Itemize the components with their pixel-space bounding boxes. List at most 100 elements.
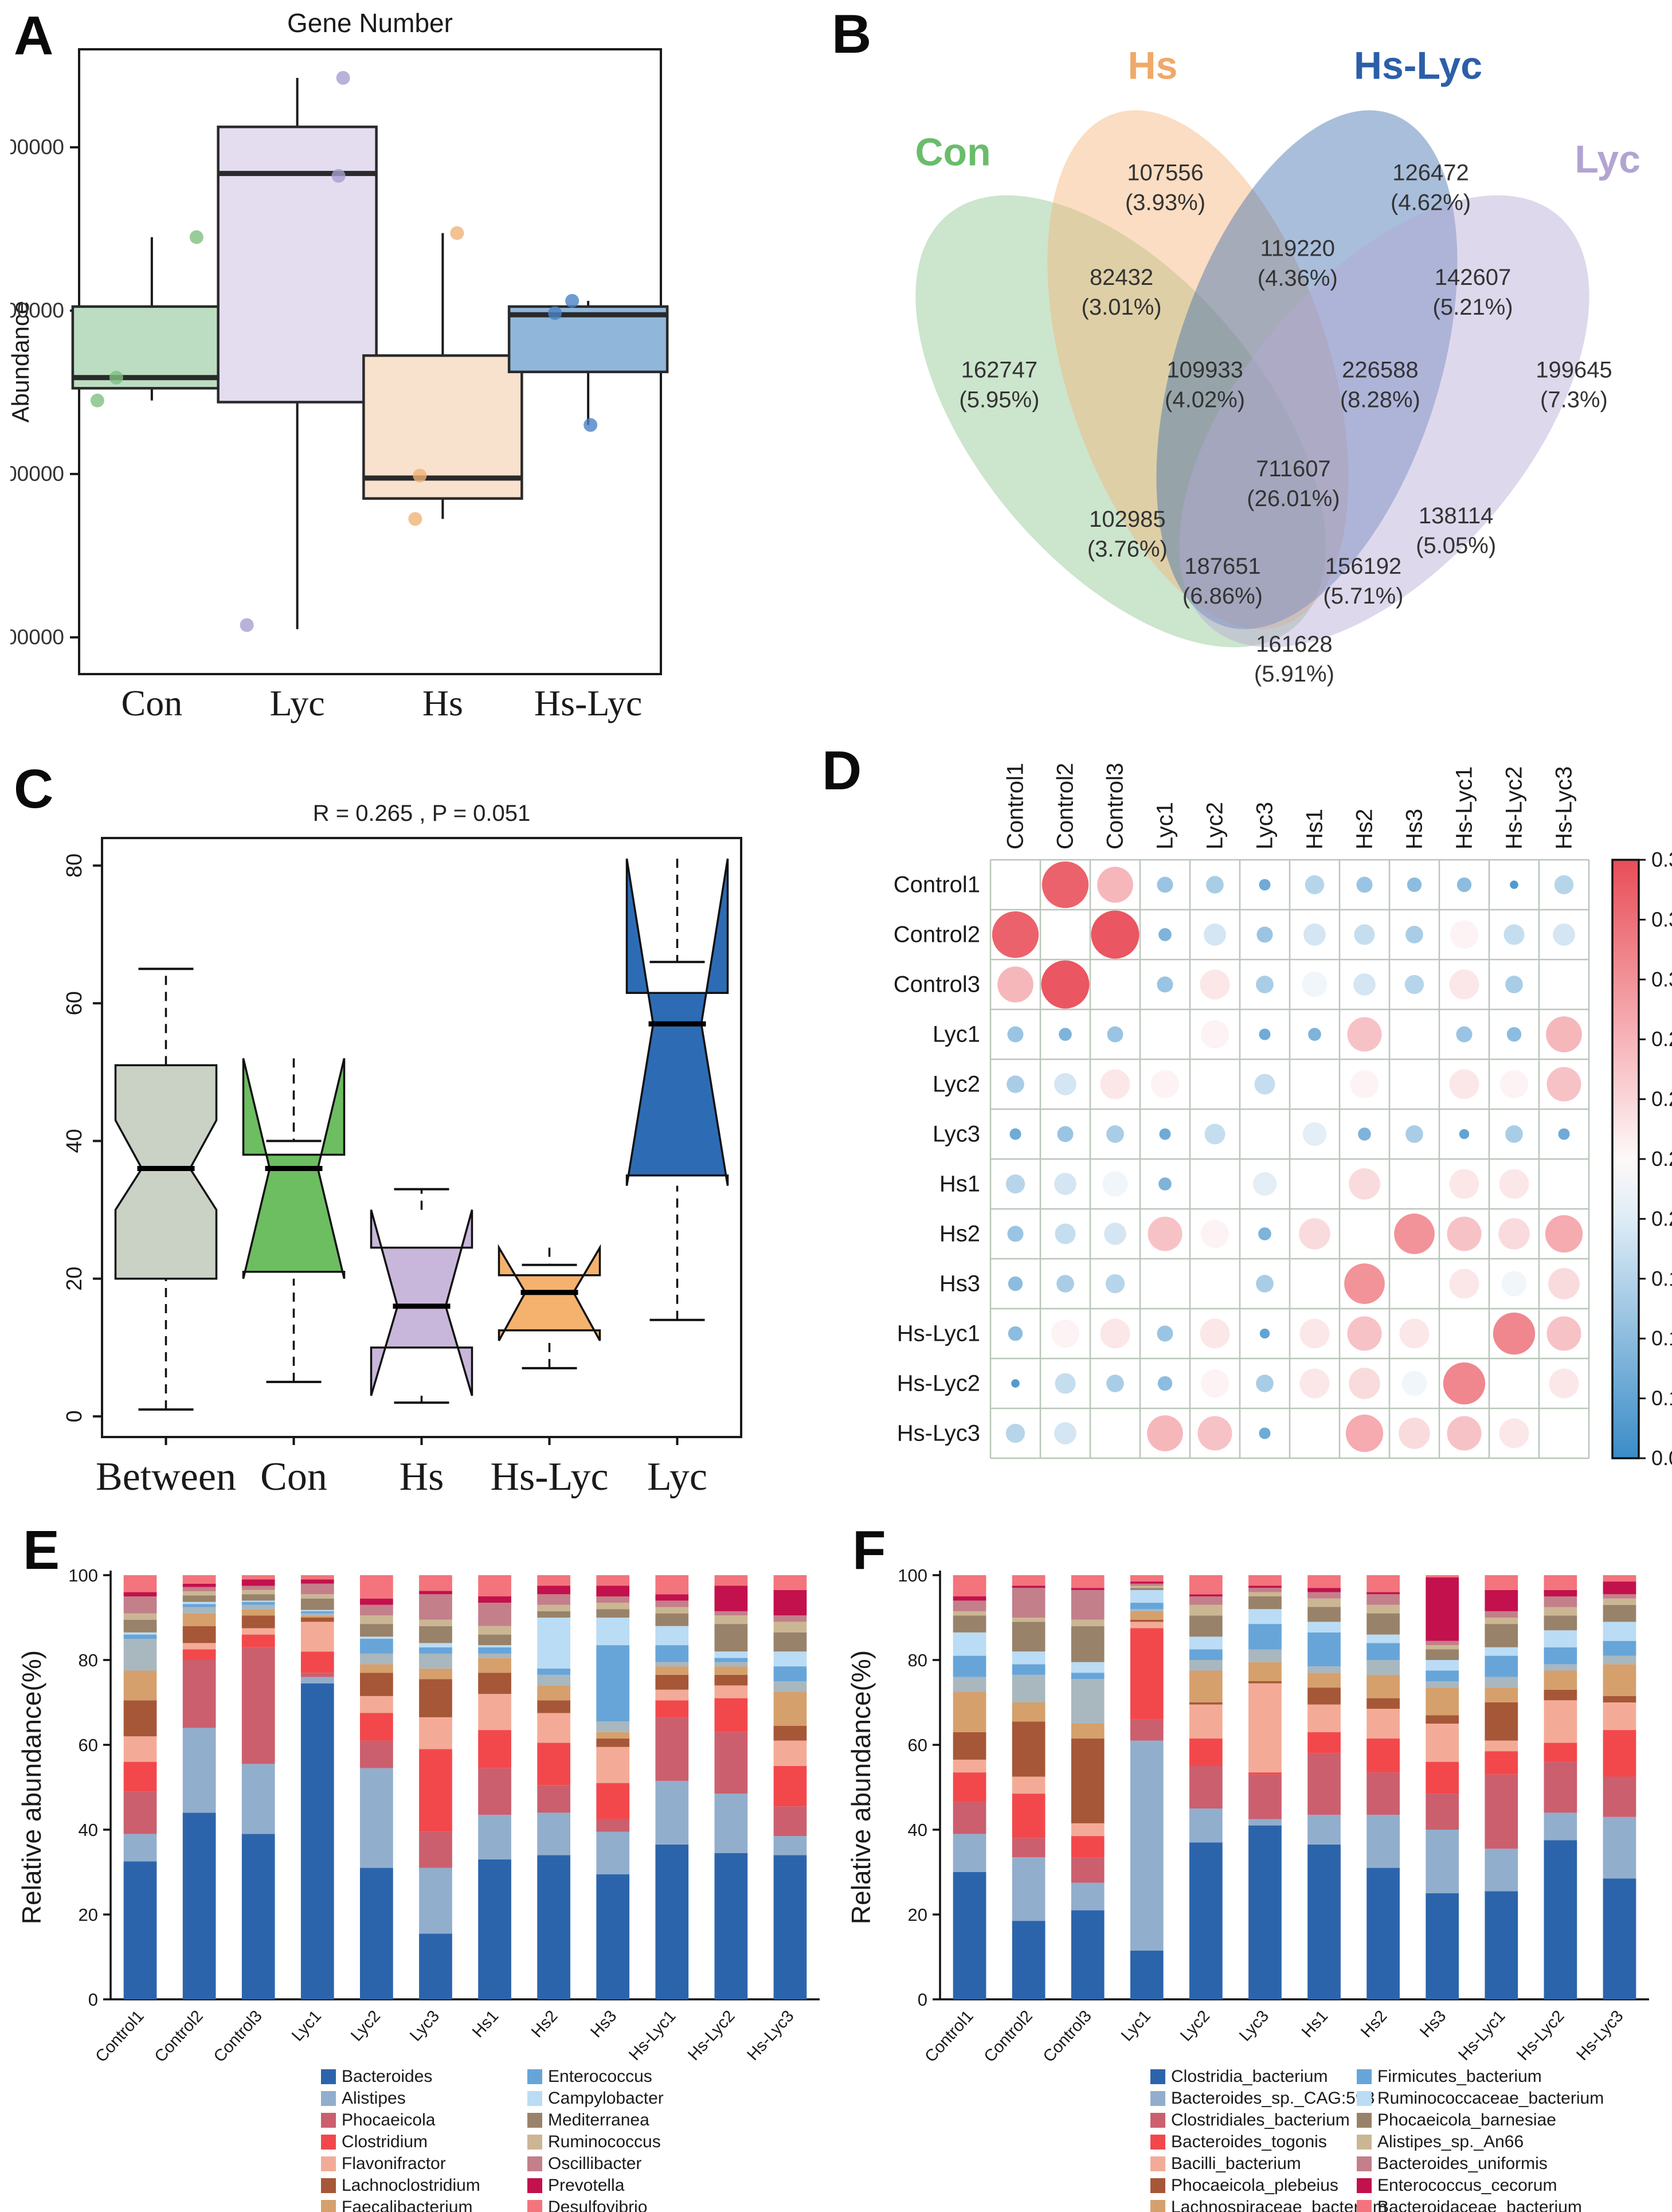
bar-segment-Pseudoflavonifractor <box>714 1662 748 1667</box>
region-percent: (7.3%) <box>1540 387 1608 412</box>
bar-segment-Bacteroidaceae_bacterium <box>1485 1575 1518 1590</box>
bar-segment-Bacteroides_uniformis <box>1071 1589 1105 1620</box>
y-tick-label: 800000 <box>10 462 64 486</box>
col-label: Hs-Lyc3 <box>1552 766 1577 849</box>
venn-ellipse-Lyc <box>1179 195 1589 648</box>
legend-swatch <box>1150 2113 1165 2128</box>
bar-segment-Bacteroides_sp._CAG:598 <box>1485 1849 1518 1892</box>
bar-segment-Prevotella <box>182 1583 216 1587</box>
bar-segment-Bacteroides_sp._CAG:598 <box>1012 1857 1046 1921</box>
corr-bubble <box>1054 1422 1076 1444</box>
bar-Hs-Lyc2 <box>1544 1575 1577 1999</box>
region-count: 226588 <box>1342 357 1418 382</box>
bar-Hs2 <box>1366 1575 1400 1999</box>
bar-segment-Oscillibacter <box>182 1587 216 1592</box>
bar-segment-Lachnoclostridium <box>596 1738 630 1747</box>
corr-bubble <box>1505 1125 1523 1143</box>
bar-segment-Prevotella <box>419 1591 452 1595</box>
bar-segment-Bacteroides_sp._CAG:714 <box>1071 1679 1105 1724</box>
bar-segment-Lachnoclostridium <box>123 1700 157 1737</box>
bar-segment-Pseudoflavonifractor <box>478 1653 511 1658</box>
bar-segment-Alistipes <box>714 1794 748 1853</box>
notched-boxplot-plot-area: R = 0.265 , P = 0.051 0 20 40 60 80 Between Con… <box>62 801 742 1499</box>
bar-segment-Mediterranea <box>419 1626 452 1643</box>
bar-segment-Enterococcus_cecorum <box>1366 1592 1400 1595</box>
bar-segment-Bacteroides_sp._CAG:598 <box>1071 1882 1105 1910</box>
corr-bubble <box>1299 1318 1330 1349</box>
corr-bubble <box>1157 1376 1173 1391</box>
row-label: Lyc1 <box>933 1022 980 1047</box>
colorbar-tick-label: 0.11 <box>1651 1387 1672 1410</box>
bar-segment-Phocaeicola_plebeius <box>953 1732 986 1760</box>
bar-segment-Phocaeicola_barnesiae <box>1485 1624 1518 1647</box>
corr-bubble <box>1055 1373 1076 1394</box>
notched-box-Between <box>114 968 218 1411</box>
corr-bubble <box>1206 876 1224 894</box>
bar-segment-Bacilli_bacterium <box>1248 1683 1282 1773</box>
bar-segment-Bacilli_bacterium <box>1012 1776 1046 1794</box>
bar-segment-Bacteroides <box>241 1834 275 1999</box>
bar-segment-Bacteroides_uniformis <box>1012 1588 1046 1618</box>
bar-segment-Clostridia_bacterium <box>1012 1921 1046 1999</box>
bar-segment-Bacteroides_uniformis <box>1544 1596 1577 1607</box>
bar-segment-Clostridiales_bacterium <box>1189 1766 1223 1808</box>
corr-bubble <box>1505 976 1523 993</box>
bar-segment-Bacteroidaceae_bacterium <box>1307 1575 1341 1588</box>
jitter-point <box>109 370 123 385</box>
legend-swatch <box>1357 2135 1372 2150</box>
bar-segment-Phocaeicola <box>300 1673 334 1677</box>
legend-item: Bacteroides_uniformis <box>1357 2154 1548 2173</box>
bar-segment-Phocaeicola_barnesiae <box>1130 1588 1164 1590</box>
x-category-label: Con <box>260 1455 327 1499</box>
corr-bubble <box>1097 867 1133 903</box>
legend-label: Bacteroides_sp._CAG:598 <box>1171 2089 1375 2108</box>
corr-bubble <box>1299 1218 1330 1250</box>
legend-swatch <box>321 2200 336 2212</box>
corr-bubble <box>1254 1074 1275 1095</box>
bar-segment-Bacteroides <box>182 1812 216 1999</box>
legend-item: Bacteroides_sp._CAG:598 <box>1150 2089 1375 2108</box>
bar-segment-Alistipes <box>123 1834 157 1862</box>
bar-segment-Clostridium <box>182 1649 216 1660</box>
bar-segment-Desulfovibrio <box>537 1575 570 1586</box>
bar-segment-Ruminococcus <box>360 1615 393 1624</box>
corr-bubble <box>1256 926 1273 943</box>
bar-segment-Clostridiales_bacterium <box>1485 1774 1518 1849</box>
legend-label: Firmicutes_bacterium <box>1377 2067 1542 2086</box>
y-tick-label: 80 <box>908 1650 927 1670</box>
corr-bubble <box>1299 1368 1330 1399</box>
bar-segment-Bacteroidaceae_bacterium <box>1012 1575 1046 1586</box>
region-percent: (3.93%) <box>1125 190 1205 215</box>
jitter-point <box>548 306 562 320</box>
corr-bubble <box>1499 1418 1529 1448</box>
legend-label: Flavonifractor <box>342 2154 446 2173</box>
legend-label: Bacteroidaceae_bacterium <box>1377 2198 1582 2212</box>
y-tick-label: 20 <box>908 1905 927 1925</box>
corr-bubble <box>1200 969 1230 1000</box>
corr-bubble <box>1503 924 1525 945</box>
bar-segment-Enterococcus_cecorum <box>1071 1588 1105 1590</box>
y-tick-label: 60 <box>79 1735 98 1755</box>
bar-segment-Campylobacter <box>714 1651 748 1658</box>
bar-segment-Oscillibacter <box>596 1596 630 1603</box>
bar-segment-Alistipes_sp._An66 <box>1012 1618 1046 1622</box>
bar-segment-Clostridia_bacterium <box>1189 1842 1223 1999</box>
bar-segment-Phocaeicola <box>596 1819 630 1832</box>
bar-segment-Campylobacter <box>123 1632 157 1635</box>
bar-segment-Alistipes_sp._An66 <box>1485 1618 1518 1624</box>
bar-segment-Prevotella <box>537 1585 570 1595</box>
bar-segment-Bacteroides_togonis <box>1248 1772 1282 1775</box>
bar-segment-Lachnospiraceae_bacterium <box>1012 1702 1046 1722</box>
bar-segment-Faecalibacterium <box>241 1609 275 1616</box>
bar-segment-Pseudoflavonifractor <box>123 1639 157 1671</box>
legend-item: Phocaeicola_plebeius <box>1150 2176 1338 2195</box>
bar-segment-Oscillibacter <box>300 1583 334 1595</box>
bar-segment-Alistipes_sp._An66 <box>953 1611 986 1616</box>
corr-bubble <box>1256 1275 1274 1293</box>
bar-segment-Clostridia_bacterium <box>1485 1891 1518 1999</box>
bar-Lyc3 <box>1248 1575 1282 1999</box>
bar-segment-Faecalibacterium <box>714 1666 748 1675</box>
col-label: Lyc1 <box>1153 802 1178 849</box>
bar-segment-Lachnospiraceae_bacterium <box>1071 1724 1105 1739</box>
bar-segment-Clostridiales_bacterium <box>1130 1719 1164 1741</box>
